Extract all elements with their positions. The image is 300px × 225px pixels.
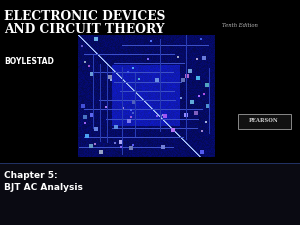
FancyBboxPatch shape	[238, 113, 290, 128]
Text: Chapter 5:: Chapter 5:	[4, 171, 58, 180]
Text: PEARSON: PEARSON	[249, 119, 279, 124]
Bar	[0, 163, 300, 225]
Text: BOYLESTAD: BOYLESTAD	[4, 57, 54, 66]
Text: AND CIRCUIT THEORY: AND CIRCUIT THEORY	[4, 23, 164, 36]
Text: Tenth Edition: Tenth Edition	[222, 23, 258, 28]
Text: ELECTRONIC DEVICES: ELECTRONIC DEVICES	[4, 10, 165, 23]
Text: BJT AC Analysis: BJT AC Analysis	[4, 183, 83, 192]
